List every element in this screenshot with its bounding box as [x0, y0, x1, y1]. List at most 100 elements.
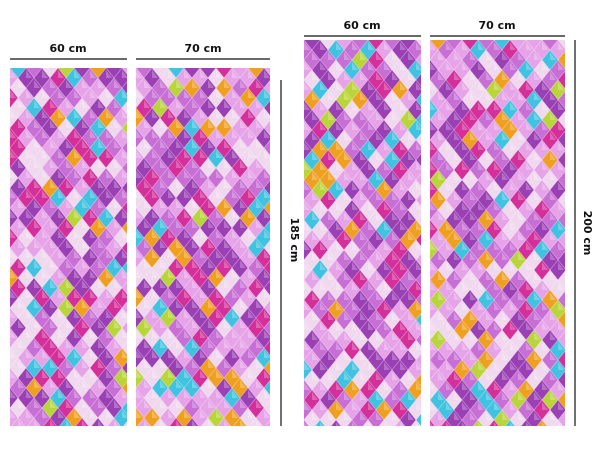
pattern-highlight — [438, 332, 444, 340]
pattern-highlight — [136, 170, 142, 178]
pattern-highlight — [136, 310, 142, 318]
pattern-highlight — [208, 200, 214, 208]
pattern-diamond — [368, 430, 384, 450]
pattern-highlight — [98, 140, 104, 148]
pattern-highlight — [312, 192, 318, 200]
pattern-highlight — [510, 282, 516, 290]
pattern-highlight — [90, 170, 96, 178]
pattern-highlight — [360, 292, 366, 300]
pattern-highlight — [486, 252, 492, 260]
pattern-highlight — [66, 120, 72, 128]
pattern-highlight — [42, 410, 48, 418]
pattern-diamond — [336, 430, 352, 450]
pattern-highlight — [264, 370, 270, 378]
pattern-diamond — [263, 380, 270, 396]
pattern-diamond — [304, 139, 313, 161]
pattern-highlight — [176, 60, 182, 68]
pattern-highlight — [144, 240, 150, 248]
pattern-highlight — [160, 60, 166, 68]
pattern-highlight — [304, 142, 310, 150]
pattern-highlight — [264, 210, 270, 218]
pattern-highlight — [550, 272, 556, 280]
pattern-highlight — [400, 422, 403, 426]
pattern-highlight — [422, 192, 428, 200]
pattern-highlight — [74, 330, 80, 338]
pattern-highlight — [2, 360, 8, 368]
pattern-highlight — [66, 240, 72, 248]
pattern-highlight — [360, 72, 366, 80]
pattern-highlight — [438, 132, 444, 140]
pattern-highlight — [106, 230, 112, 238]
pattern-highlight — [50, 60, 56, 68]
pattern-highlight — [128, 340, 134, 348]
pattern-diamond — [144, 428, 160, 448]
pattern-highlight — [10, 330, 16, 338]
pattern-diamond — [263, 280, 270, 296]
pattern-highlight — [518, 372, 524, 380]
pattern-highlight — [486, 192, 492, 200]
pattern-highlight — [66, 140, 72, 148]
pattern-highlight — [424, 412, 430, 420]
pattern-highlight — [502, 412, 508, 420]
pattern-highlight — [352, 162, 358, 170]
pattern-highlight — [272, 100, 278, 108]
pattern-highlight — [502, 352, 508, 360]
pattern-diamond — [280, 398, 296, 418]
pattern-diamond — [557, 230, 565, 250]
pattern-highlight — [184, 190, 190, 198]
pattern-diamond — [280, 318, 296, 338]
pattern-highlight — [122, 230, 127, 238]
pattern-highlight — [352, 222, 358, 230]
pattern-highlight — [216, 290, 222, 298]
pattern-highlight — [200, 270, 206, 278]
pattern-highlight — [240, 280, 246, 288]
pattern-highlight — [336, 42, 342, 50]
pattern-highlight — [518, 252, 524, 260]
pattern-diamond — [136, 207, 145, 229]
pattern-highlight — [256, 220, 262, 228]
right-panel-2-width-label: 70 cm — [478, 19, 515, 32]
pattern-highlight — [50, 340, 56, 348]
pattern-highlight — [248, 150, 254, 158]
pattern-highlight — [74, 110, 80, 118]
pattern-highlight — [478, 222, 484, 230]
pattern-diamond — [10, 227, 11, 229]
pattern-diamond — [121, 301, 127, 315]
pattern-highlight — [550, 52, 556, 60]
pattern-highlight — [296, 372, 302, 380]
pattern-highlight — [352, 342, 358, 350]
pattern-diamond — [10, 147, 11, 149]
pattern-highlight — [494, 122, 500, 130]
pattern-highlight — [232, 390, 238, 398]
pattern-highlight — [82, 300, 88, 308]
pattern-highlight — [296, 152, 302, 160]
pattern-highlight — [66, 260, 72, 268]
pattern-highlight — [98, 240, 104, 248]
pattern-highlight — [90, 90, 96, 98]
pattern-highlight — [320, 282, 326, 290]
pattern-diamond — [255, 407, 270, 426]
pattern-highlight — [66, 380, 72, 388]
pattern-highlight — [184, 70, 190, 78]
pattern-highlight — [18, 420, 23, 426]
pattern-highlight — [144, 180, 150, 188]
pattern-highlight — [328, 132, 334, 140]
pattern-highlight — [160, 400, 166, 408]
pattern-highlight — [144, 360, 150, 368]
pattern-highlight — [454, 172, 460, 180]
pattern-highlight — [50, 380, 56, 388]
pattern-highlight — [184, 250, 190, 258]
pattern-highlight — [336, 202, 342, 210]
pattern-diamond — [574, 170, 590, 190]
pattern-highlight — [216, 390, 222, 398]
pattern-highlight — [470, 352, 476, 360]
pattern-highlight — [462, 62, 468, 70]
pattern-highlight — [336, 282, 342, 290]
pattern-highlight — [176, 100, 182, 108]
pattern-highlight — [42, 270, 48, 278]
pattern-highlight — [430, 42, 436, 50]
pattern-highlight — [34, 340, 40, 348]
pattern-diamond — [263, 120, 270, 136]
pattern-highlight — [368, 102, 374, 110]
pattern-highlight — [392, 292, 398, 300]
